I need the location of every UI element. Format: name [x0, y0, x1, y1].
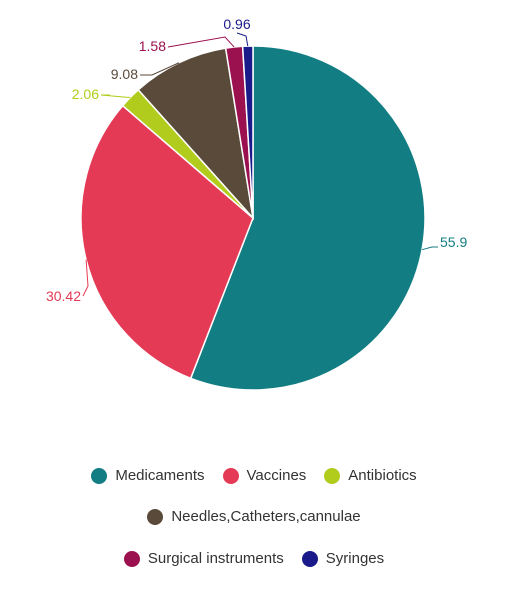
legend-label: Medicaments [115, 467, 205, 484]
legend-item-surgical-instruments[interactable]: Surgical instruments [123, 550, 284, 567]
data-label-surgical-instruments: 1.58 [139, 38, 166, 54]
legend-label: Surgical instruments [147, 550, 284, 567]
legend-swatch [222, 467, 239, 484]
data-label-medicaments: 55.9 [440, 234, 467, 250]
data-label-vaccines: 30.42 [46, 288, 81, 304]
pie-slice-needles-catheters-cannulae[interactable] [137, 47, 255, 221]
legend-label: Needles,Catheters,cannulae [171, 508, 361, 525]
legend-swatch [91, 467, 108, 484]
data-label-antibiotics: 2.06 [72, 86, 99, 102]
label-connector [82, 259, 89, 297]
legend-label: Vaccines [246, 467, 307, 484]
pie-slice-syringes[interactable] [241, 45, 254, 219]
pie-slices [80, 45, 426, 391]
label-connector [140, 62, 180, 76]
pie-slice-vaccines[interactable] [80, 104, 254, 380]
legend-row: Needles,Catheters,cannulae [0, 508, 508, 525]
legend-swatch [301, 550, 318, 567]
label-connector [100, 94, 131, 99]
data-label-needles-catheters-cannulae: 9.08 [111, 66, 138, 82]
legend-swatch [123, 550, 140, 567]
label-connector [236, 32, 249, 47]
label-connector [421, 246, 438, 251]
legend-item-syringes[interactable]: Syringes [301, 550, 385, 567]
pie-chart-canvas: 55.9 30.42 2.06 9.081.58 0.96 [46, 16, 468, 391]
legend-swatch [147, 508, 164, 525]
legend-item-vaccines[interactable]: Vaccines [222, 467, 307, 484]
legend-item-needles-catheters-cannulae[interactable]: Needles,Catheters,cannulae [147, 508, 361, 525]
legend-item-antibiotics[interactable]: Antibiotics [324, 467, 417, 484]
legend-label: Antibiotics [348, 467, 417, 484]
legend-label: Syringes [325, 550, 385, 567]
legend-item-medicaments[interactable]: Medicaments [91, 467, 205, 484]
legend-row: Medicaments Vaccines Antibiotics [0, 467, 508, 484]
data-labels: 55.9 30.42 2.06 9.081.58 0.96 [46, 16, 468, 304]
legend-swatch [324, 467, 341, 484]
data-label-syringes: 0.96 [223, 16, 250, 32]
label-connector [167, 36, 235, 48]
legend-row: Surgical instruments Syringes [0, 550, 508, 567]
